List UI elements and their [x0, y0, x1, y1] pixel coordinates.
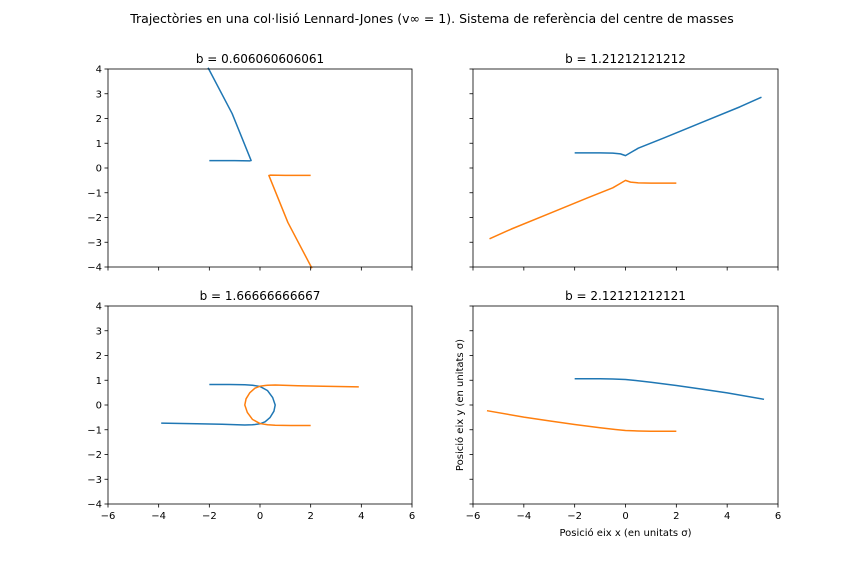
- subplot-title: b = 0.606060606061: [196, 52, 324, 66]
- axes-frame: [472, 305, 779, 505]
- y-tick-label: 4: [96, 65, 102, 76]
- x-tick-label: −2: [202, 511, 217, 522]
- subplot-2: b = 1.21212121212: [469, 52, 779, 271]
- y-tick-label: 1: [96, 376, 102, 387]
- y-tick-label: 3: [96, 89, 102, 100]
- axes-frame: [472, 68, 779, 268]
- subplot-title: b = 1.21212121212: [565, 52, 686, 66]
- series-line-2: [489, 179, 677, 240]
- x-axis-label: Posició eix x (en unitats σ): [559, 527, 691, 539]
- x-tick-label: 6: [775, 511, 781, 522]
- y-tick-label: 0: [96, 164, 102, 175]
- series-line-1: [574, 96, 762, 157]
- x-tick-label: −4: [151, 511, 166, 522]
- y-tick-label: −2: [87, 213, 102, 224]
- subplot-1: −4 −3 −2 −1 0 1 2 3 4 b = 0.606060606061: [87, 52, 413, 274]
- x-tick-label: 2: [307, 511, 313, 522]
- y-tick-label: 3: [96, 326, 102, 337]
- y-tick-label: 2: [96, 114, 102, 125]
- x-tick-label: −2: [567, 511, 582, 522]
- x-tick-label: 0: [622, 511, 628, 522]
- x-tick-label: 2: [673, 511, 679, 522]
- y-tick-label: 2: [96, 351, 102, 362]
- y-tick-label: −4: [87, 263, 102, 274]
- x-tick-label: −4: [516, 511, 531, 522]
- y-tick-label: −3: [87, 238, 102, 249]
- y-tick-label: 4: [96, 302, 102, 313]
- x-tick-label: 6: [409, 511, 415, 522]
- axes-frame: [107, 305, 413, 505]
- series-line-2: [268, 174, 313, 269]
- figure-title: Trajectòries en una col·lisió Lennard-Jo…: [130, 11, 734, 26]
- series-line-1: [161, 383, 276, 426]
- y-tick-label: −4: [87, 500, 102, 511]
- y-tick-label: −2: [87, 450, 102, 461]
- x-tick-label: 4: [358, 511, 364, 522]
- series-line-1: [207, 67, 252, 162]
- series-line-2: [244, 384, 359, 427]
- x-tick-label: −6: [466, 511, 481, 522]
- y-tick-label: 0: [96, 401, 102, 412]
- y-tick-label: 1: [96, 139, 102, 150]
- y-tick-label: −3: [87, 475, 102, 486]
- axes-frame: [107, 68, 413, 268]
- series-line-2: [486, 409, 677, 432]
- subplot-title: b = 1.66666666667: [200, 289, 321, 303]
- y-tick-label: −1: [87, 188, 102, 199]
- x-tick-label: 4: [724, 511, 730, 522]
- x-tick-label: −6: [101, 511, 116, 522]
- y-tick-label: −1: [87, 425, 102, 436]
- y-axis-label: Posició eix y (en unitats σ): [454, 339, 466, 471]
- x-tick-label: 0: [257, 511, 263, 522]
- subplot-title: b = 2.12121212121: [565, 289, 686, 303]
- subplot-4: −6 −4 −2 0 2 4 6 b = 2.12121212121 Posició eix x…: [454, 289, 781, 539]
- series-line-1: [574, 378, 765, 401]
